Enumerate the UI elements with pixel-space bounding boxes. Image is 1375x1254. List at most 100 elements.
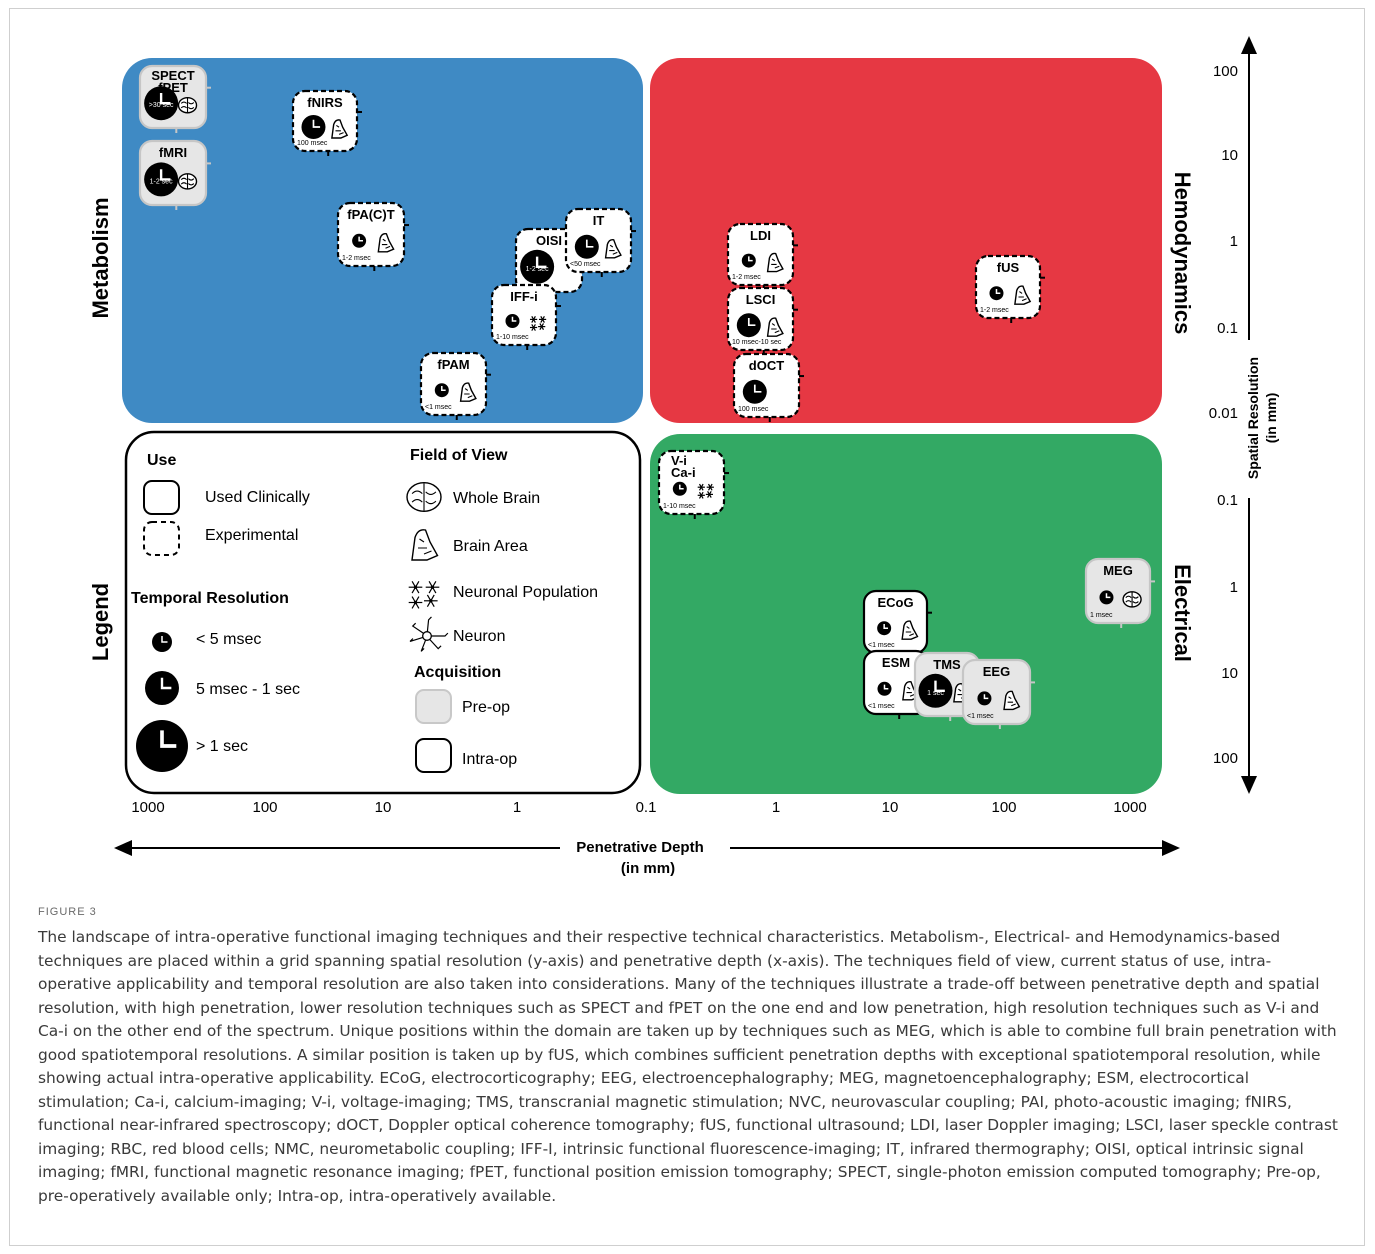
clock-icon [145, 671, 179, 705]
clock-icon [989, 286, 1004, 301]
clock-icon [145, 671, 179, 705]
legend-content: Use Used Clinically Experimental Tempora… [131, 447, 598, 773]
technique-name: dOCT [749, 358, 784, 373]
y-tick-label: 0.1 [1217, 320, 1238, 337]
legend-solid-box [143, 480, 180, 515]
clock-icon [918, 673, 953, 708]
clock-icon [736, 313, 761, 338]
legend-fov-title: Field of View [410, 447, 508, 464]
technique-name: OISI [536, 233, 562, 248]
neuron-icon [409, 616, 449, 652]
brain-area-icon [766, 317, 784, 337]
x-tick-label: 1 [513, 799, 521, 816]
technique-card: LSCI 10 msec-10 sec [726, 286, 798, 355]
x-axis-ticks: 1000 100 10 1 0.1 1 10 100 1000 [131, 799, 1146, 816]
technique-name: fPA(C)T [347, 207, 394, 222]
technique-time: 1-2 msec [342, 255, 371, 262]
legend-fov-label: Brain Area [453, 538, 528, 555]
technique-time: 1 sec [927, 690, 944, 697]
technique-time: <1 msec [868, 703, 895, 710]
brain-area-icon [411, 529, 439, 561]
figure-label: FIGURE 3 [38, 906, 97, 918]
x-tick-label: 100 [252, 799, 277, 816]
y-tick-label: 10 [1221, 665, 1238, 682]
technique-card: IFF-i 1-10 msec [490, 283, 561, 350]
legend-dashed-box [143, 521, 180, 556]
technique-name: ESM [882, 655, 910, 670]
technique-card: fMRI 1-2 sec [138, 139, 211, 210]
legend-fov-label: Whole Brain [453, 490, 540, 507]
technique-card: MEG 1 msec [1084, 557, 1155, 628]
brain-area-icon [1003, 690, 1021, 711]
clock-icon [152, 632, 172, 652]
technique-name: TMS [933, 657, 961, 672]
neuronal-population-icon [408, 581, 440, 609]
technique-name: ECoG [877, 595, 913, 610]
clock-icon [877, 621, 892, 636]
y-axis-ticks: 100 10 1 0.1 0.01 0.1 1 10 100 [1209, 63, 1238, 767]
technique-time: <50 msec [570, 261, 601, 268]
legend-use-title: Use [147, 452, 176, 469]
technique-card: V-iCa-i 1-10 msec [657, 449, 729, 519]
legend-temporal-label: < 5 msec [196, 631, 261, 648]
legend-temporal-label: 5 msec - 1 sec [196, 681, 300, 698]
clock-icon [574, 234, 599, 259]
technique-time: 100 msec [297, 140, 328, 147]
clock-icon [301, 115, 326, 139]
legend-temporal-title: Temporal Resolution [131, 590, 289, 607]
technique-name: IFF-i [510, 289, 537, 304]
brain-icon [177, 96, 198, 114]
brain-area-icon [766, 252, 784, 273]
clock-icon [152, 632, 172, 652]
technique-time: 1-2 sec [526, 266, 549, 273]
clock-icon [505, 314, 520, 328]
technique-time: 100 msec [738, 406, 769, 413]
legend-acq-title: Acquisition [414, 664, 501, 681]
technique-card: fUS 1-2 msec [974, 254, 1045, 323]
quadrant-legend [124, 430, 642, 795]
x-tick-label: 10 [882, 799, 899, 816]
technique-card: ECoG <1 msec [862, 589, 932, 658]
legend-use-label: Experimental [205, 527, 298, 544]
label-electrical: Electrical [1170, 564, 1195, 662]
technique-card: fNIRS 100 msec [291, 89, 362, 156]
technique-name: Ca-i [671, 465, 696, 480]
technique-time: 1 msec [1090, 612, 1113, 619]
technique-time: 10 msec-10 sec [732, 339, 782, 346]
label-legend: Legend [88, 583, 113, 661]
technique-card: IT <50 msec [564, 207, 636, 277]
x-axis-title: Penetrative Depth [576, 839, 704, 856]
figure-caption: The landscape of intra-operative functio… [38, 928, 1338, 1205]
technique-name: IT [593, 213, 605, 228]
legend-intraop-box [415, 738, 452, 773]
legend-preop-box [415, 689, 452, 724]
legend-fov-label: Neuronal Population [453, 584, 598, 601]
label-metabolism: Metabolism [88, 197, 113, 318]
technique-time: 1-2 msec [980, 307, 1009, 314]
legend-fov-label: Neuron [453, 628, 505, 645]
label-hemodynamics: Hemodynamics [1170, 172, 1195, 335]
technique-time: 1-10 msec [496, 334, 529, 341]
technique-time: <1 msec [967, 713, 994, 720]
legend-temporal-label: > 1 sec [196, 738, 248, 755]
neuronal-population-icon [408, 581, 440, 609]
clock-icon [352, 233, 367, 248]
x-axis-unit: (in mm) [621, 860, 675, 877]
x-tick-label: 1000 [1113, 799, 1146, 816]
y-axis-title: Spatial Resolution [1245, 357, 1261, 479]
legend-acq-label: Pre-op [462, 699, 510, 716]
technique-name: V-i [671, 453, 687, 468]
brain-icon [177, 173, 198, 190]
brain-icon [406, 482, 442, 512]
x-tick-label: 0.1 [636, 799, 657, 816]
landscape-diagram: Metabolism Legend Hemodynamics Electrica… [88, 36, 1279, 877]
clock-icon [434, 383, 449, 398]
neuronal-population-icon [697, 483, 714, 499]
brain-area-icon [604, 238, 622, 259]
technique-time: <1 msec [868, 642, 895, 649]
technique-name: EEG [983, 664, 1010, 679]
technique-time: >30 sec [149, 102, 174, 109]
x-tick-label: 1000 [131, 799, 164, 816]
